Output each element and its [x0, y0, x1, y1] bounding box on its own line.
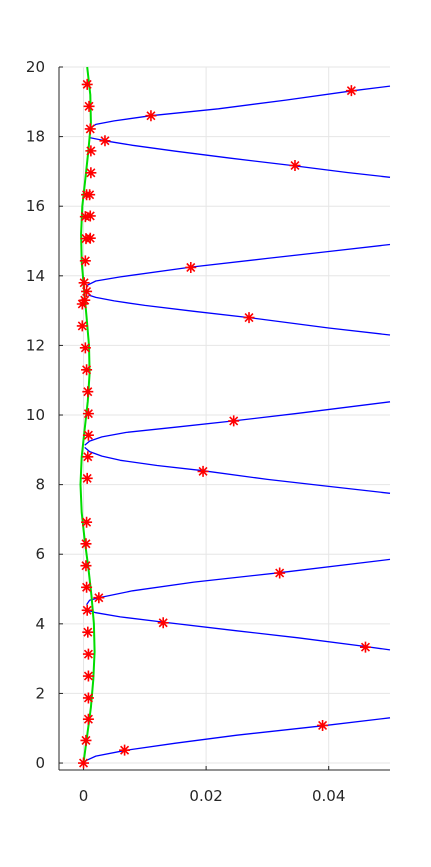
asterisk-marker [119, 744, 131, 756]
y-tick-label: 8 [35, 476, 45, 494]
asterisk-marker [83, 100, 95, 112]
blue-series-line [86, 609, 391, 651]
asterisk-marker [82, 408, 94, 420]
y-tick-label: 6 [35, 545, 45, 563]
x-tick-label: 0.04 [312, 787, 345, 805]
y-tick-label: 12 [26, 336, 45, 354]
asterisk-marker [185, 261, 197, 273]
asterisk-marker [79, 255, 91, 267]
asterisk-marker [82, 670, 94, 682]
asterisk-marker [81, 516, 93, 528]
asterisk-marker [345, 85, 357, 97]
asterisk-marker [81, 285, 93, 297]
blue-series-line [87, 85, 391, 131]
asterisk-marker [84, 123, 96, 135]
asterisk-marker [99, 135, 111, 147]
asterisk-marker [82, 648, 94, 660]
asterisk-marker [81, 604, 93, 616]
asterisk-marker [78, 757, 90, 769]
asterisk-marker [317, 719, 329, 731]
asterisk-marker [81, 189, 93, 201]
asterisk-marker [84, 210, 96, 222]
y-tick-label: 14 [26, 267, 45, 285]
blue-series-line [84, 446, 391, 494]
asterisk-marker [79, 342, 91, 354]
asterisk-marker [157, 617, 169, 629]
x-tick-label: 0.02 [189, 787, 222, 805]
asterisk-marker [82, 626, 94, 638]
asterisk-marker [243, 312, 255, 324]
asterisk-marker [78, 277, 90, 289]
asterisk-marker [93, 592, 105, 604]
y-tick-label: 16 [26, 197, 45, 215]
asterisk-marker [82, 451, 94, 463]
asterisk-marker [80, 560, 92, 572]
asterisk-marker [289, 159, 301, 171]
asterisk-marker [81, 364, 93, 376]
asterisk-marker [82, 713, 94, 725]
y-tick-label: 4 [35, 615, 45, 633]
asterisk-marker [84, 232, 96, 244]
asterisk-marker [82, 429, 94, 441]
blue-series-line [89, 136, 391, 178]
plot-area [76, 66, 391, 769]
blue-series-line [86, 243, 391, 287]
asterisk-marker [79, 294, 91, 306]
y-tick-label: 0 [35, 754, 45, 772]
asterisk-marker [197, 465, 209, 477]
asterisk-marker [359, 641, 371, 653]
asterisk-marker [76, 298, 88, 310]
y-tick-label: 18 [26, 128, 45, 146]
asterisk-marker [76, 320, 88, 332]
y-tick-label: 20 [26, 58, 45, 76]
asterisk-marker [145, 110, 157, 122]
asterisk-marker [82, 692, 94, 704]
x-tick-label: 0 [79, 787, 89, 805]
blue-series-line [83, 717, 391, 764]
axes [58, 66, 390, 771]
asterisk-marker [85, 167, 97, 179]
grid [59, 66, 390, 770]
asterisk-marker [85, 145, 97, 157]
asterisk-marker [81, 472, 93, 484]
y-tick-label: 10 [26, 406, 45, 424]
blue-series-line [84, 401, 391, 446]
asterisk-marker [228, 415, 240, 427]
asterisk-marker [81, 78, 93, 90]
asterisk-marker [80, 538, 92, 550]
asterisk-marker [274, 567, 286, 579]
y-tick-label: 2 [35, 684, 45, 702]
asterisk-marker [81, 581, 93, 593]
asterisk-marker [80, 734, 92, 746]
blue-series-line [86, 558, 391, 606]
blue-series-line [88, 294, 391, 336]
asterisk-marker [82, 386, 94, 398]
tick-labels: 0 0.02 0.04 0 2 4 6 8 10 12 14 16 18 20 [26, 58, 346, 805]
